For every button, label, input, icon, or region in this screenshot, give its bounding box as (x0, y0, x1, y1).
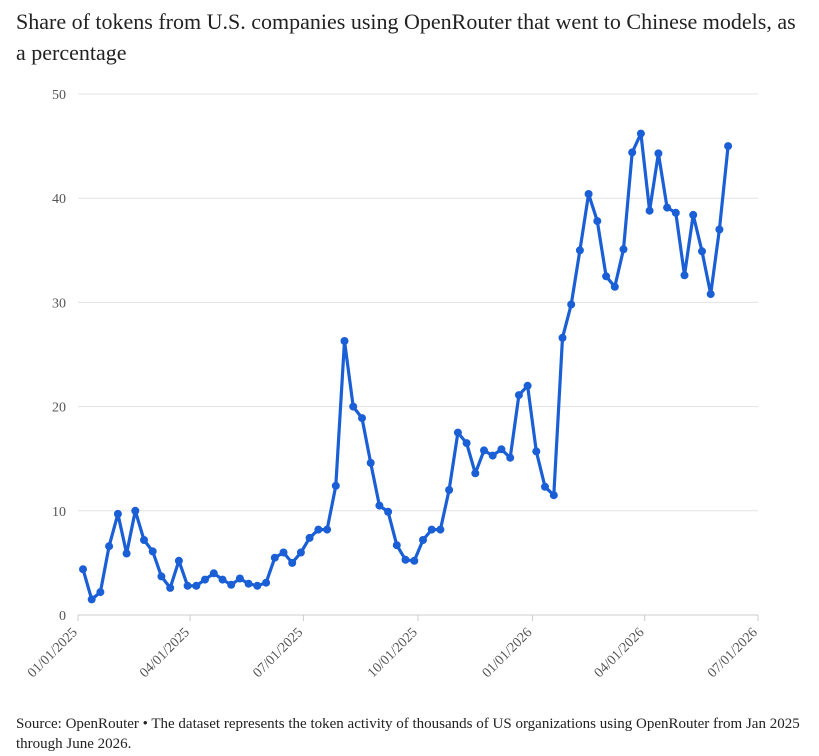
data-point (288, 558, 297, 567)
data-point (645, 206, 654, 215)
y-tick-label: 40 (52, 192, 66, 207)
data-point (305, 533, 314, 542)
data-point (183, 581, 192, 590)
data-point (480, 446, 488, 455)
data-point (270, 553, 279, 562)
data-point (532, 447, 541, 456)
data-point (558, 333, 567, 342)
data-point (235, 574, 244, 583)
data-point (436, 525, 445, 534)
data-point (575, 246, 584, 255)
data-point (471, 469, 480, 478)
y-tick-label: 10 (52, 505, 66, 520)
data-point (157, 572, 166, 581)
data-point (497, 445, 506, 454)
data-point (523, 381, 532, 390)
data-point (419, 536, 427, 544)
data-point (445, 486, 454, 494)
data-point (340, 337, 349, 345)
data-point (358, 414, 366, 423)
data-point (349, 402, 358, 411)
data-point (392, 541, 401, 550)
data-point (166, 583, 175, 592)
x-tick-label: 07/01/2025 (251, 625, 307, 681)
x-tick-label: 04/01/2025 (137, 625, 193, 681)
data-point (671, 208, 680, 217)
y-tick-label: 30 (52, 296, 66, 311)
series-line (81, 132, 730, 601)
data-point (331, 481, 340, 490)
data-point (663, 203, 672, 212)
data-point (279, 548, 288, 557)
data-point (715, 225, 724, 234)
data-point (698, 247, 706, 256)
data-point (488, 451, 497, 460)
data-point (567, 300, 576, 309)
data-point (113, 509, 122, 518)
data-point (218, 575, 227, 584)
line-chart: 0 10 20 30 40 50 01/01/2025 04/01/2025 07/01/20… (25, 88, 761, 681)
data-point (96, 588, 105, 597)
data-point (174, 556, 183, 565)
data-point (427, 525, 436, 534)
data-point (384, 507, 393, 516)
data-point (227, 580, 236, 589)
data-point (506, 453, 515, 462)
x-tick-label: 01/01/2026 (480, 625, 536, 681)
x-tick-label: 10/01/2025 (365, 625, 421, 681)
data-point (401, 555, 410, 564)
data-point (584, 190, 593, 198)
data-point (323, 525, 332, 534)
data-point (87, 595, 96, 604)
data-point (724, 142, 733, 151)
data-point (296, 548, 305, 557)
data-point (148, 547, 157, 556)
y-tick-label: 50 (52, 88, 66, 103)
data-point (79, 565, 87, 574)
data-point (410, 556, 419, 565)
data-point (244, 579, 253, 588)
x-tick-label: 01/01/2025 (25, 625, 81, 681)
series-group (79, 129, 733, 604)
data-point (602, 272, 611, 281)
data-point (549, 491, 558, 500)
data-point (636, 129, 645, 138)
data-point (122, 549, 131, 558)
data-point (462, 439, 471, 448)
x-axis: 01/01/2025 04/01/2025 07/01/2025 10/01/2025… (25, 615, 761, 681)
data-point (253, 581, 262, 590)
data-point (593, 217, 602, 226)
data-point (262, 578, 271, 587)
data-point (192, 581, 201, 590)
x-tick-label: 07/01/2026 (705, 625, 761, 681)
data-point (706, 290, 715, 299)
data-point (619, 245, 628, 254)
data-point (314, 525, 323, 534)
chart-title: Share of tokens from U.S. companies usin… (16, 9, 796, 65)
data-point (689, 210, 698, 219)
data-point (375, 501, 384, 510)
data-point (105, 542, 114, 551)
data-point (201, 575, 209, 584)
y-tick-label: 20 (52, 401, 66, 416)
data-point (541, 482, 549, 491)
data-point (453, 428, 462, 437)
y-tick-label: 0 (59, 609, 66, 624)
data-point (366, 458, 375, 467)
data-point (131, 506, 140, 515)
source-note: Source: OpenRouter • The dataset represe… (16, 716, 800, 752)
data-point (209, 569, 218, 578)
data-point (514, 391, 523, 400)
x-tick-label: 04/01/2026 (592, 625, 648, 681)
y-axis: 0 10 20 30 40 50 (52, 88, 66, 624)
data-point (140, 536, 148, 544)
data-point (680, 271, 689, 280)
data-point (628, 148, 637, 157)
data-point (610, 282, 619, 291)
data-point (654, 149, 663, 158)
